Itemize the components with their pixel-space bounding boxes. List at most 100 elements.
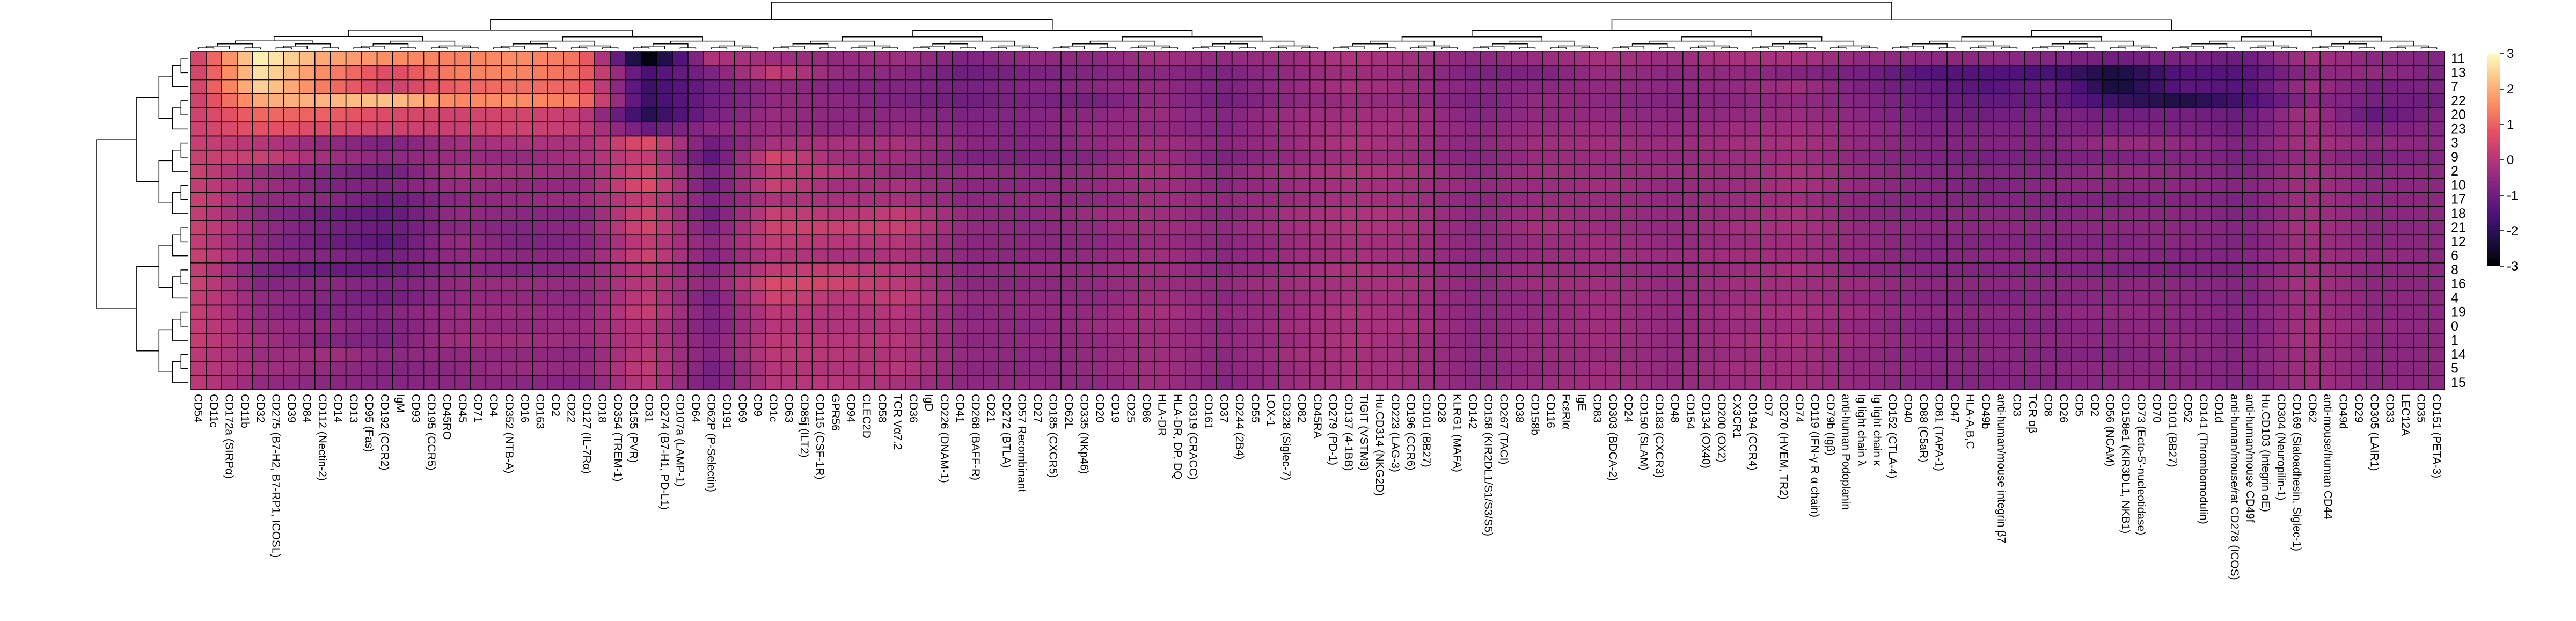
- heatmap-cell: [1138, 262, 1155, 277]
- heatmap-cell: [967, 65, 984, 81]
- heatmap-cell: [1029, 347, 1046, 362]
- dendrogram-link: [1970, 47, 1987, 49]
- heatmap-cell: [1946, 290, 1963, 306]
- heatmap-cell: [2117, 93, 2134, 108]
- column-label: CD303 (BDCA-2): [1606, 394, 1619, 481]
- heatmap-cell: [345, 164, 362, 179]
- heatmap-cell: [1915, 121, 1932, 137]
- heatmap-cell: [237, 51, 253, 67]
- heatmap-cell: [1154, 333, 1170, 348]
- heatmap-cell: [1760, 51, 1777, 67]
- heatmap-cell: [470, 135, 487, 151]
- heatmap-cell: [1651, 65, 1668, 81]
- heatmap-cell: [2148, 290, 2165, 306]
- heatmap-cell: [563, 149, 580, 165]
- heatmap-cell: [719, 135, 735, 151]
- dendrogram-link: [1631, 43, 1668, 48]
- heatmap-cell: [1760, 93, 1777, 108]
- heatmap-cell: [2273, 192, 2290, 207]
- heatmap-cell: [345, 93, 362, 108]
- heatmap-cell: [221, 347, 238, 362]
- heatmap-cell: [206, 276, 222, 292]
- heatmap-cell: [827, 290, 844, 306]
- heatmap-cell: [2226, 347, 2243, 362]
- heatmap-cell: [1138, 361, 1155, 376]
- heatmap-cell: [874, 347, 891, 362]
- heatmap-cell: [376, 206, 393, 221]
- heatmap-cell: [1169, 51, 1186, 67]
- heatmap-cell: [687, 178, 704, 193]
- heatmap-cell: [1542, 375, 1559, 390]
- heatmap-cell: [874, 318, 891, 334]
- column-label: CD16: [518, 394, 531, 423]
- heatmap-cell: [703, 121, 720, 137]
- heatmap-cell: [1697, 304, 1715, 320]
- heatmap-cell: [2257, 135, 2274, 151]
- heatmap-cell: [889, 347, 906, 362]
- heatmap-cell: [1806, 107, 1824, 123]
- heatmap-cell: [625, 79, 642, 94]
- heatmap-cell: [1869, 290, 1886, 306]
- heatmap-cell: [563, 206, 580, 221]
- heatmap-cell: [1324, 347, 1342, 362]
- heatmap-cell: [2288, 93, 2306, 108]
- heatmap-cell: [1200, 149, 1217, 165]
- heatmap-cell: [796, 178, 813, 193]
- heatmap-cell: [1231, 276, 1248, 292]
- heatmap-cell: [610, 149, 626, 165]
- heatmap-cell: [2226, 290, 2243, 306]
- heatmap-cell: [1371, 206, 1388, 221]
- heatmap-cell: [2273, 51, 2290, 67]
- heatmap-cell: [1744, 220, 1761, 236]
- heatmap-cell: [2288, 276, 2306, 292]
- heatmap-cell: [749, 135, 766, 151]
- heatmap-cell: [765, 304, 782, 320]
- heatmap-cell: [2304, 290, 2321, 306]
- dendrogram-link: [244, 47, 261, 49]
- heatmap-cell: [1729, 164, 1746, 179]
- heatmap-cell: [2040, 333, 2057, 348]
- heatmap-cell: [1838, 220, 1855, 236]
- column-label: LOX-1: [1264, 394, 1277, 427]
- heatmap-cell: [998, 375, 1015, 390]
- heatmap-cell: [190, 51, 207, 67]
- heatmap-cell: [2351, 107, 2367, 123]
- heatmap-cell: [780, 262, 797, 277]
- heatmap-cell: [936, 51, 953, 67]
- heatmap-cell: [1045, 248, 1062, 264]
- heatmap-cell: [2335, 121, 2352, 137]
- heatmap-cell: [1060, 65, 1077, 81]
- heatmap-cell: [485, 79, 502, 94]
- dendrogram-link: [1581, 47, 1598, 49]
- heatmap-cell: [314, 65, 331, 81]
- heatmap-cell: [1480, 234, 1497, 250]
- heatmap-cell: [470, 290, 487, 306]
- heatmap-cell: [1045, 65, 1062, 81]
- heatmap-cell: [361, 107, 378, 123]
- heatmap-cell: [1760, 107, 1777, 123]
- heatmap-cell: [1465, 361, 1481, 376]
- heatmap-cell: [361, 51, 378, 67]
- heatmap-cell: [920, 51, 938, 67]
- heatmap-cell: [454, 65, 471, 81]
- heatmap-cell: [1154, 93, 1170, 108]
- heatmap-cell: [1107, 65, 1124, 81]
- heatmap-cell: [703, 107, 720, 123]
- heatmap-cell: [407, 107, 425, 123]
- heatmap-cell: [952, 164, 969, 179]
- heatmap-cell: [1511, 135, 1528, 151]
- heatmap-cell: [1589, 318, 1606, 334]
- heatmap-cell: [1107, 361, 1124, 376]
- heatmap-cell: [656, 93, 673, 108]
- column-label: CD9: [751, 394, 764, 417]
- heatmap-cell: [2319, 304, 2337, 320]
- heatmap-cell: [1402, 248, 1419, 264]
- heatmap-cell: [967, 318, 984, 334]
- heatmap-cell: [1418, 361, 1435, 376]
- heatmap-cell: [1931, 333, 1948, 348]
- heatmap-cell: [749, 178, 766, 193]
- heatmap-cell: [1418, 135, 1435, 151]
- heatmap-cell: [2242, 93, 2259, 108]
- heatmap-cell: [2382, 51, 2398, 67]
- heatmap-cell: [2211, 206, 2228, 221]
